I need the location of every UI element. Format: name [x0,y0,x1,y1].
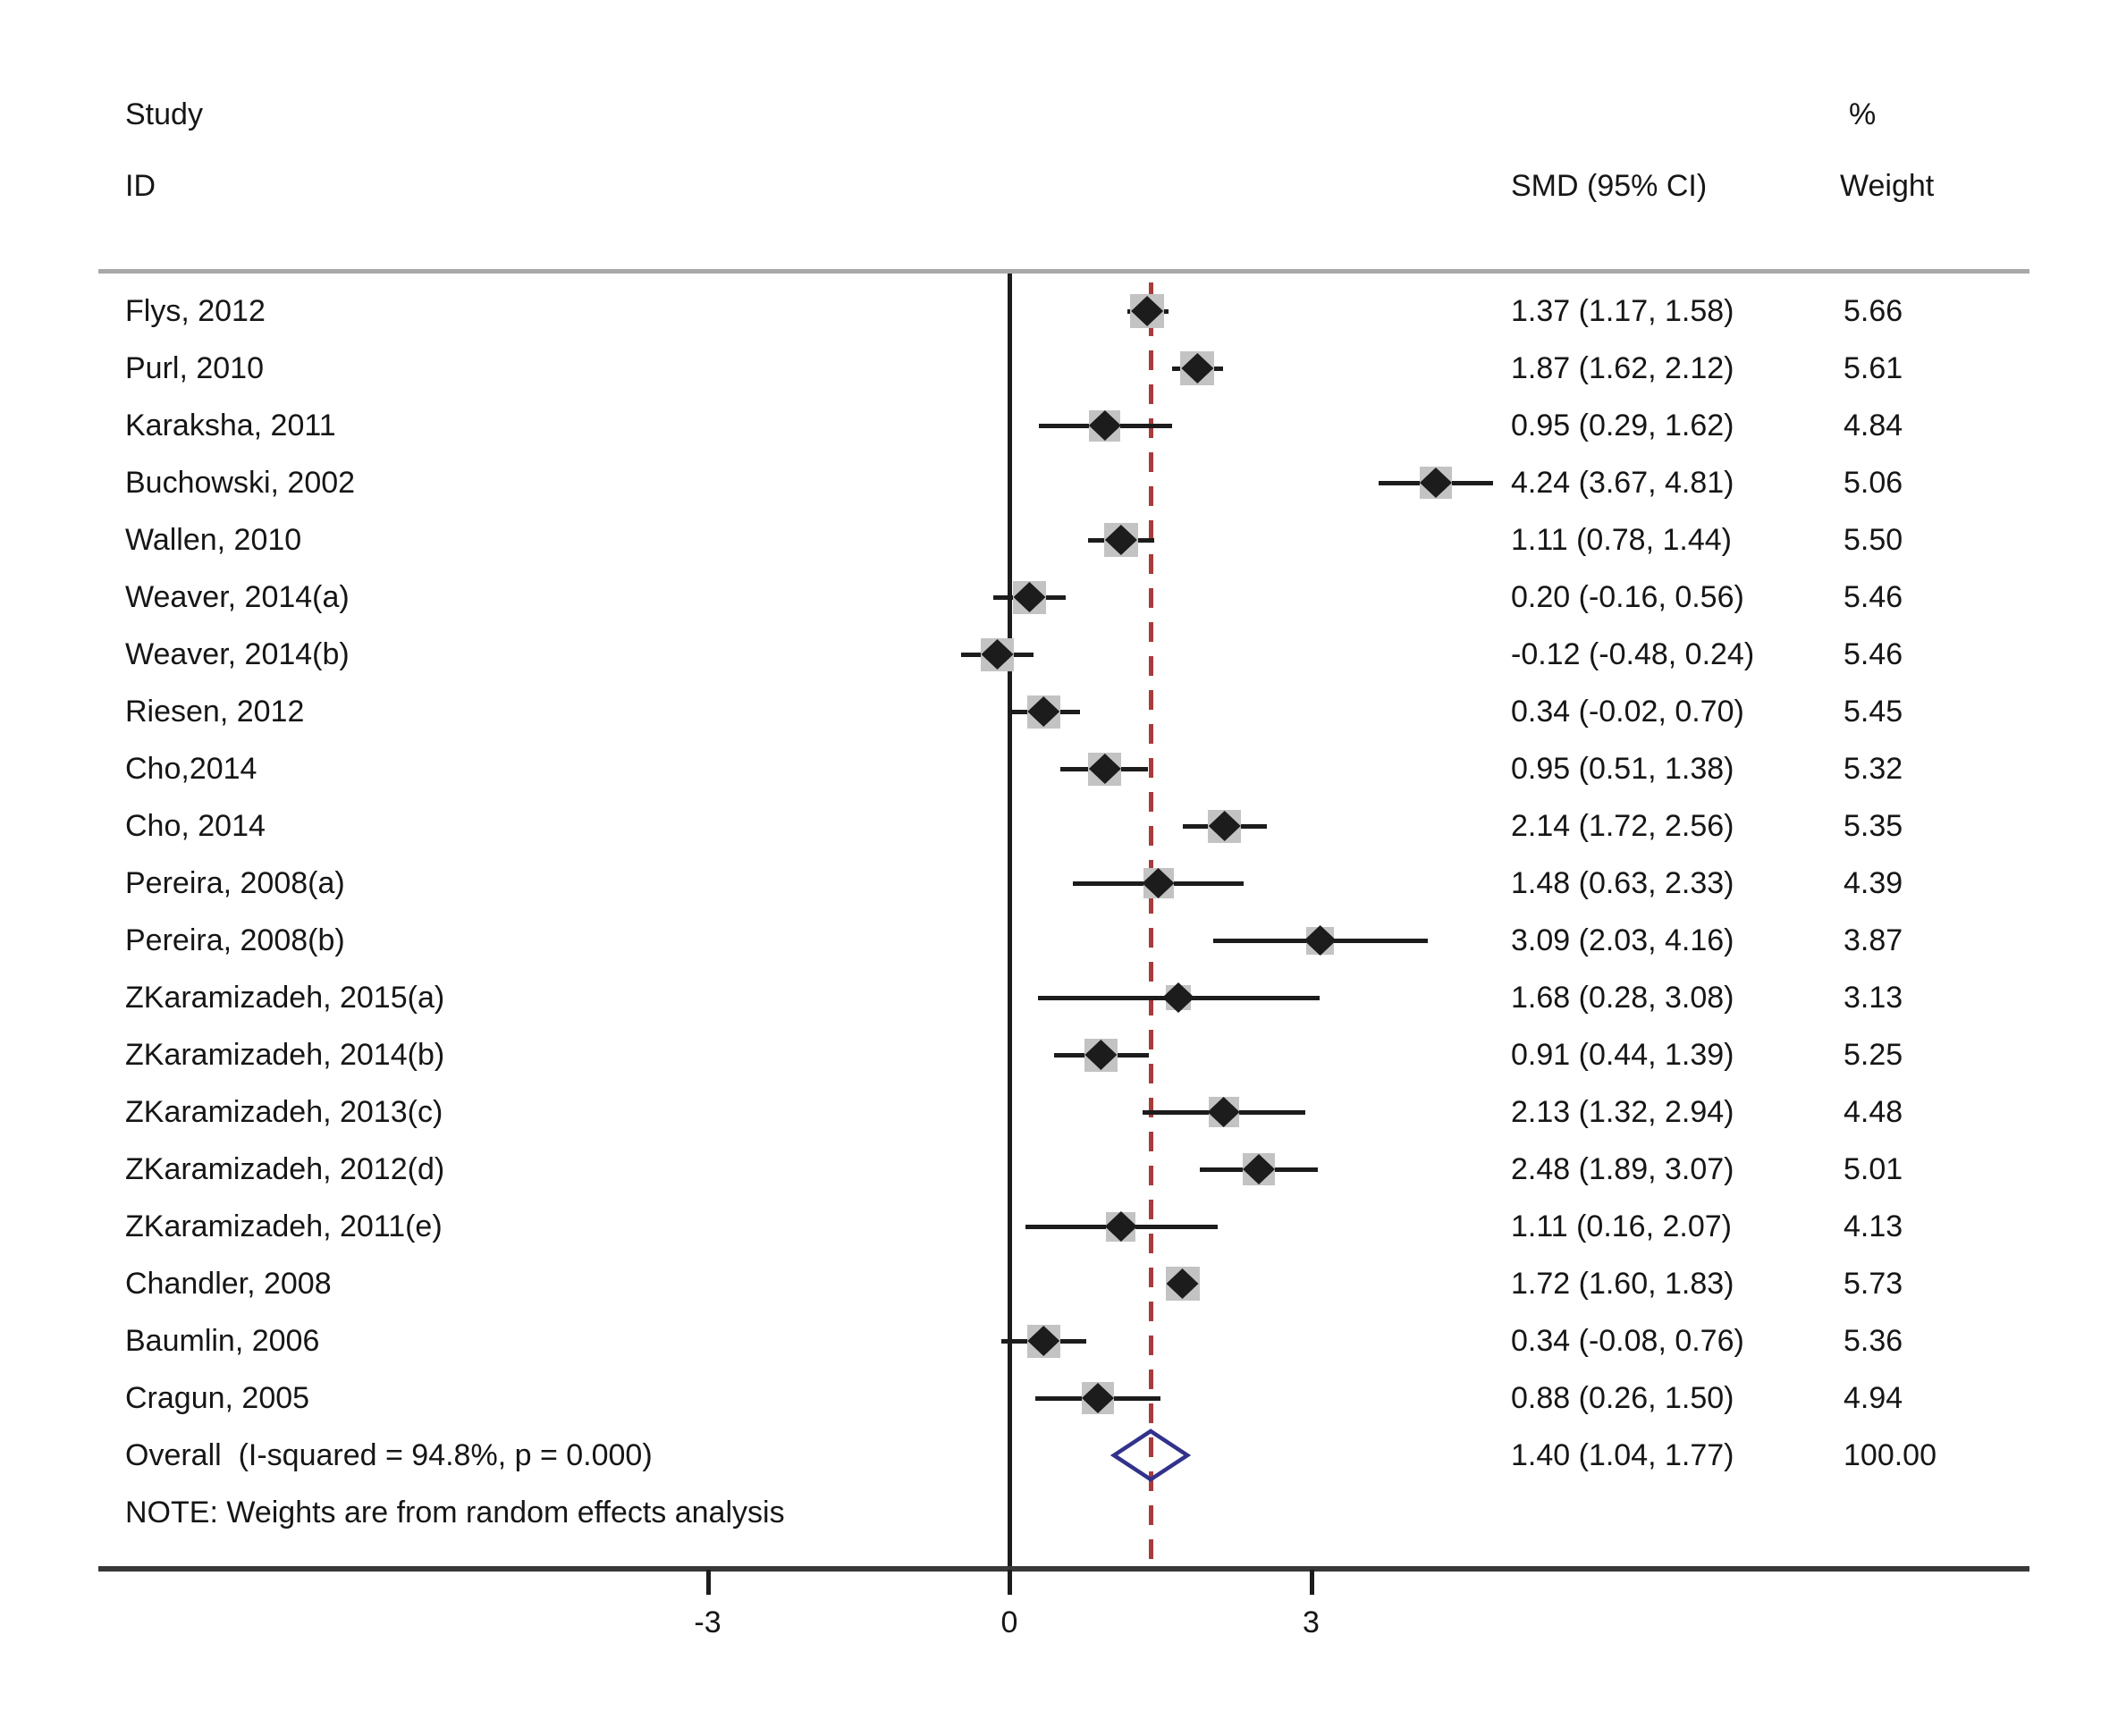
smd-ci-value: 1.87 (1.62, 2.12) [1511,351,1734,385]
weight-value: 4.13 [1844,1209,1903,1243]
smd-ci-value: 0.95 (0.51, 1.38) [1511,752,1734,786]
study-row-label: Pereira, 2008(b) [125,923,345,957]
smd-ci-value: 1.68 (0.28, 3.08) [1511,981,1734,1015]
column-header-smd-ci: SMD (95% CI) [1511,169,1708,203]
smd-ci-value: 2.14 (1.72, 2.56) [1511,809,1734,843]
smd-ci-value: 1.72 (1.60, 1.83) [1511,1267,1734,1301]
header-rule [98,269,2029,274]
study-row-label: Purl, 2010 [125,351,264,385]
smd-ci-value: 1.11 (0.78, 1.44) [1511,523,1732,557]
smd-ci-value: 0.20 (-0.16, 0.56) [1511,580,1744,614]
smd-ci-value: 0.95 (0.29, 1.62) [1511,409,1734,442]
weight-value: 5.25 [1844,1038,1903,1072]
column-header-weight: Weight [1840,169,1935,203]
overall-diamond [1110,1428,1192,1482]
note-random-effects: NOTE: Weights are from random effects an… [125,1496,785,1530]
axis-tick [1008,1570,1012,1595]
weight-value: 5.73 [1844,1267,1903,1301]
axis-tick [705,1570,711,1595]
study-row-label: Cho,2014 [125,752,257,786]
weight-value: 5.66 [1844,294,1903,328]
study-row-label: Weaver, 2014(b) [125,637,350,671]
column-header-study: Study [125,97,203,131]
weight-value: 3.13 [1844,981,1903,1015]
smd-ci-value: -0.12 (-0.48, 0.24) [1511,637,1755,671]
weight-value: 4.39 [1844,866,1903,900]
weight-value: 5.36 [1844,1324,1903,1358]
study-row-label: Baumlin, 2006 [125,1324,320,1358]
weight-value: 5.01 [1844,1152,1903,1186]
axis-tick [1309,1570,1314,1595]
axis-tick-label: 3 [1303,1605,1320,1639]
weight-value: 5.46 [1844,637,1903,671]
study-row-label: Wallen, 2010 [125,523,302,557]
weight-value: 5.50 [1844,523,1903,557]
smd-ci-value: 2.13 (1.32, 2.94) [1511,1095,1734,1129]
study-row-label: Cho, 2014 [125,809,266,843]
study-row-label: Weaver, 2014(a) [125,580,350,614]
bottom-rule [98,1566,2029,1572]
study-row-label: ZKaramizadeh, 2012(d) [125,1152,445,1186]
smd-ci-value: 1.48 (0.63, 2.33) [1511,866,1734,900]
smd-ci-value: 0.34 (-0.02, 0.70) [1511,695,1744,729]
overall-diamond-shape [1110,1428,1192,1482]
weight-value: 5.32 [1844,752,1903,786]
overall-smd-ci-value: 1.40 (1.04, 1.77) [1511,1438,1734,1472]
smd-ci-value: 1.37 (1.17, 1.58) [1511,294,1734,328]
weight-value: 5.45 [1844,695,1903,729]
axis-tick-label: 0 [1000,1605,1018,1639]
weight-value: 5.46 [1844,580,1903,614]
smd-ci-value: 1.11 (0.16, 2.07) [1511,1209,1732,1243]
study-row-label: ZKaramizadeh, 2015(a) [125,981,445,1015]
study-row-label: Pereira, 2008(a) [125,866,345,900]
zero-effect-line [1008,274,1012,1569]
study-row-label: ZKaramizadeh, 2014(b) [125,1038,445,1072]
axis-tick-label: -3 [694,1605,721,1639]
overall-weight-value: 100.00 [1844,1438,1936,1472]
study-row-label: ZKaramizadeh, 2011(e) [125,1209,443,1243]
weight-value: 4.94 [1844,1381,1903,1415]
weight-value: 5.06 [1844,466,1903,500]
smd-ci-value: 3.09 (2.03, 4.16) [1511,923,1734,957]
study-row-label: Buchowski, 2002 [125,466,356,500]
weight-value: 3.87 [1844,923,1903,957]
smd-ci-value: 0.34 (-0.08, 0.76) [1511,1324,1744,1358]
weight-value: 5.35 [1844,809,1903,843]
column-header-id: ID [125,169,156,203]
study-row-label: Flys, 2012 [125,294,266,328]
weight-value: 4.48 [1844,1095,1903,1129]
study-row-label: Karaksha, 2011 [125,409,336,442]
study-row-label: ZKaramizadeh, 2013(c) [125,1095,443,1129]
study-row-label: Riesen, 2012 [125,695,305,729]
smd-ci-value: 2.48 (1.89, 3.07) [1511,1152,1734,1186]
smd-ci-value: 0.88 (0.26, 1.50) [1511,1381,1734,1415]
weight-value: 5.61 [1844,351,1903,385]
smd-ci-value: 4.24 (3.67, 4.81) [1511,466,1734,500]
column-header-percent: % [1849,97,1877,131]
overall-row-label: Overall (I-squared = 94.8%, p = 0.000) [125,1438,653,1472]
study-row-label: Cragun, 2005 [125,1381,310,1415]
overall-dashed-line [1148,282,1153,1569]
weight-value: 4.84 [1844,409,1903,442]
study-row-label: Chandler, 2008 [125,1267,332,1301]
smd-ci-value: 0.91 (0.44, 1.39) [1511,1038,1734,1072]
